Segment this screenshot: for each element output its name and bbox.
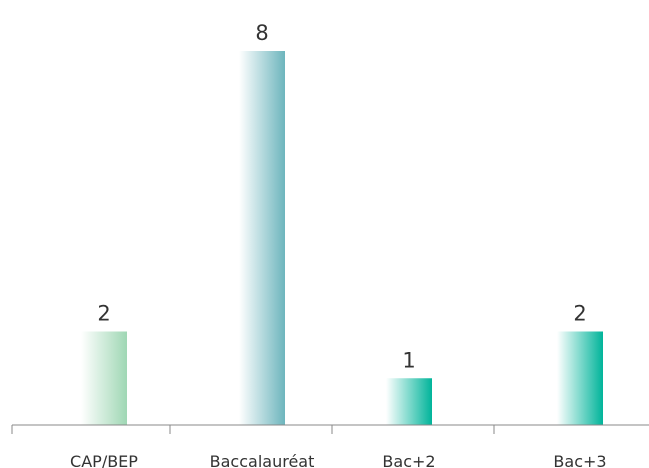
value-label: 2 (573, 302, 586, 326)
value-label: 1 (402, 348, 415, 372)
x-tick-label: CAP/BEP (70, 452, 138, 468)
value-label: 8 (255, 21, 268, 45)
x-tick-label: Baccalauréat (210, 452, 315, 468)
bar-baccalaur-at (239, 51, 285, 425)
bar-cap-bep (81, 331, 127, 425)
x-axis-ticks (11, 425, 495, 434)
value-labels-layer: 2 8 1 2 (97, 21, 586, 372)
x-tick-label: Bac+3 (553, 452, 606, 468)
x-axis-tick-labels: CAP/BEP Baccalauréat Bac+2 Bac+3 (70, 452, 607, 468)
bar-bac-3 (557, 331, 603, 425)
bars-layer (81, 51, 603, 425)
bar-bac-2 (386, 378, 432, 425)
x-tick-label: Bac+2 (382, 452, 435, 468)
value-label: 2 (97, 302, 110, 326)
